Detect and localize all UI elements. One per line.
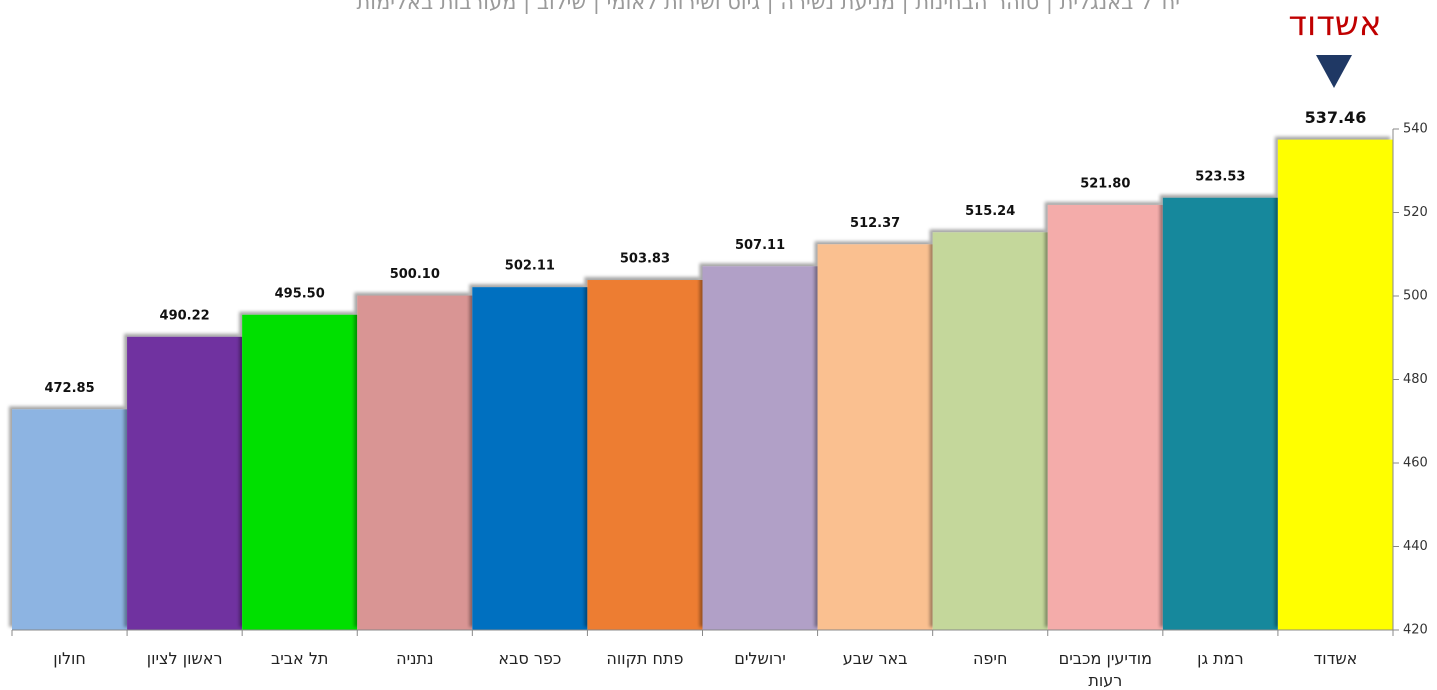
bar — [357, 295, 473, 630]
x-tick-label: באר שבע — [842, 649, 908, 668]
y-tick-label: 460 — [1403, 456, 1428, 471]
annotation-arrow — [1316, 55, 1352, 88]
x-tick-label: חולון — [53, 649, 86, 668]
y-tick-label: 480 — [1403, 372, 1428, 387]
x-tick-label: פתח תקווה — [606, 649, 684, 668]
value-label: 500.10 — [390, 267, 440, 282]
x-tick-label: תל אביב — [270, 649, 329, 668]
bar — [12, 409, 128, 630]
y-tick-label: 520 — [1403, 205, 1428, 220]
annotation: אשדוד — [1288, 4, 1382, 44]
value-label: 472.85 — [44, 381, 94, 396]
x-tick-label: נתניה — [396, 649, 434, 668]
x-tick-label: ראשון לציון — [146, 649, 223, 668]
value-label: 523.53 — [1195, 169, 1245, 184]
y-tick-label: 420 — [1403, 623, 1428, 638]
value-label: 503.83 — [620, 252, 670, 267]
bar — [1162, 197, 1278, 630]
y-tick-label: 440 — [1403, 539, 1428, 554]
bar — [127, 336, 243, 630]
value-label: 507.11 — [735, 238, 785, 253]
bar — [702, 266, 818, 630]
value-label: 495.50 — [275, 286, 325, 301]
x-tick-label: חיפה — [972, 649, 1008, 668]
bar — [587, 280, 703, 630]
y-tick-label: 500 — [1403, 289, 1428, 304]
value-label: 502.11 — [505, 259, 555, 274]
bar — [1047, 204, 1163, 631]
subtitle: יח"ל באנגלית | טוהר הבחינות | מניעת נשיר… — [356, 0, 1180, 14]
bar — [932, 232, 1048, 631]
value-label: 490.22 — [160, 308, 210, 323]
value-label: 512.37 — [850, 216, 900, 231]
bar — [242, 314, 358, 630]
x-tick-label: אשדוד — [1313, 649, 1358, 668]
y-tick-label: 540 — [1403, 122, 1428, 137]
value-label: 537.46 — [1305, 108, 1367, 127]
value-label: 515.24 — [965, 204, 1015, 219]
bar — [472, 287, 588, 630]
x-tick-label: ירושלים — [734, 649, 786, 668]
x-tick-label: כפר סבא — [498, 649, 562, 668]
bar — [1277, 139, 1393, 631]
bar — [817, 244, 933, 630]
x-tick-label: רמת גן — [1197, 649, 1244, 668]
x-tick-label: מודיעין מכבים רעות — [1058, 649, 1152, 690]
value-label: 521.80 — [1080, 176, 1130, 191]
